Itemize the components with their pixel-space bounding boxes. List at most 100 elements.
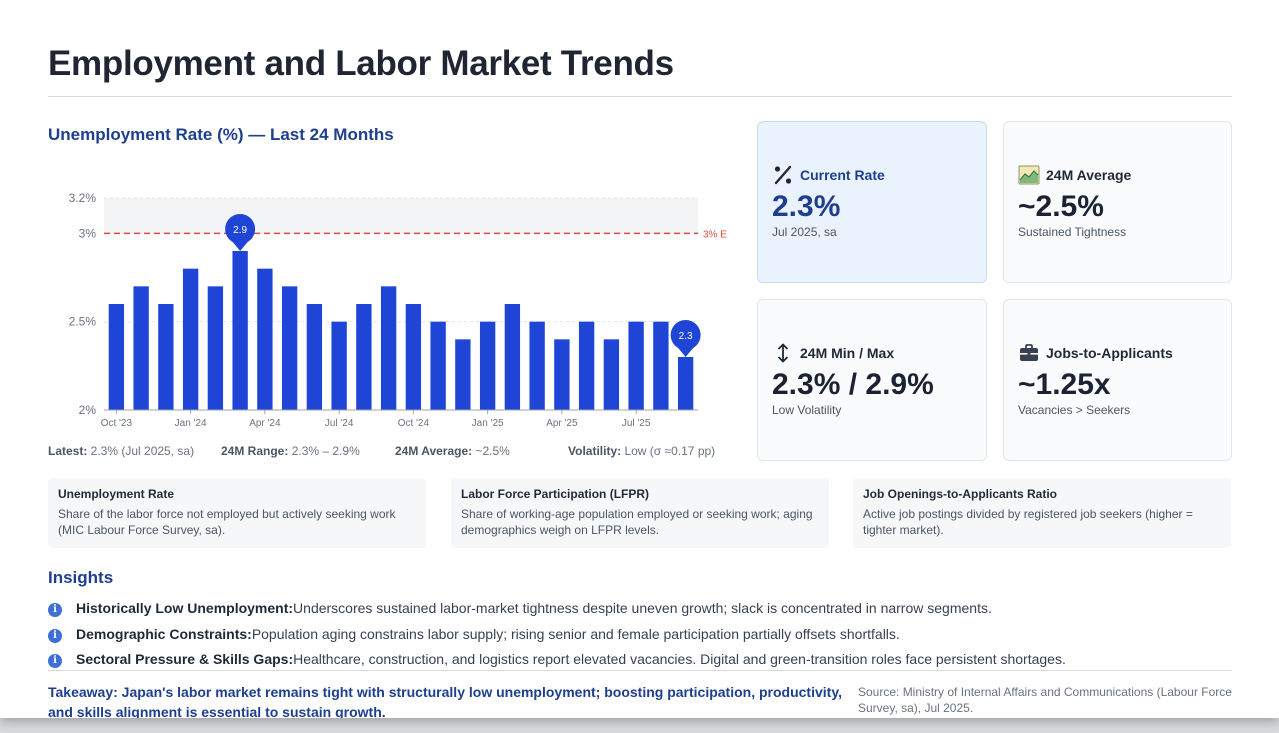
vertical-arrows-icon: [777, 343, 789, 363]
definition-text: Share of working-age population employed…: [461, 507, 813, 537]
bar: [504, 304, 521, 410]
stat-average-value: ~2.5%: [472, 444, 510, 458]
page-title: Employment and Labor Market Trends: [48, 44, 674, 83]
x-tick-label: Apr '25: [546, 418, 578, 429]
y-tick-label: 2.5%: [69, 315, 97, 329]
stat-range-key: 24M Range:: [221, 444, 289, 458]
info-icon: i: [48, 629, 62, 643]
reference-line-label: 3% E: [703, 229, 727, 240]
stat-range-value: 2.3% – 2.9%: [288, 444, 360, 458]
bar: [578, 321, 595, 410]
definition-title: Unemployment Rate: [58, 487, 175, 501]
insight-bold: Sectoral Pressure & Skills Gaps:: [76, 651, 294, 667]
stat-latest: Latest: 2.3% (Jul 2025, sa): [48, 444, 194, 458]
kpi-value: 2.3% / 2.9%: [772, 368, 934, 401]
marker-label: 2.9: [233, 225, 247, 236]
kpi-card-jobs-to-applicants: Jobs-to-Applicants ~1.25x Vacancies > Se…: [1003, 299, 1232, 461]
title-divider: [48, 96, 1232, 97]
report-page: Employment and Labor Market Trends Unemp…: [0, 0, 1279, 718]
bar: [257, 268, 273, 410]
marker-label: 2.3: [679, 331, 693, 342]
target-band: [104, 198, 698, 234]
kpi-label: 24M Min / Max: [800, 345, 895, 361]
insights-heading: Insights: [48, 568, 114, 587]
bar: [281, 286, 298, 410]
x-tick-label: Jul '24: [325, 418, 354, 429]
source-note: Source: Ministry of Internal Affairs and…: [858, 685, 1232, 715]
footer-divider: [48, 670, 1232, 671]
insight-text: Underscores sustained labor-market tight…: [293, 600, 992, 616]
stat-volatility: Volatility: Low (σ ≈0.17 pp): [568, 444, 715, 458]
bar: [207, 286, 224, 410]
kpi-subtext: Sustained Tightness: [1018, 225, 1127, 239]
bar: [356, 304, 372, 410]
definition-unemployment-rate: Unemployment Rate Share of the labor for…: [48, 478, 426, 548]
kpi-label: Jobs-to-Applicants: [1046, 345, 1173, 361]
bar: [232, 251, 248, 410]
x-tick-label: Jul '25: [622, 418, 651, 429]
definition-title: Labor Force Participation (LFPR): [461, 487, 650, 501]
x-tick-label: Oct '24: [398, 418, 430, 429]
briefcase-icon: [1020, 344, 1038, 361]
definition-text: Active job postings divided by registere…: [863, 507, 1193, 537]
stat-volatility-key: Volatility:: [568, 444, 622, 458]
bar: [405, 304, 422, 410]
x-tick-label: Oct '23: [101, 418, 133, 429]
definition-text: Share of the labor force not employed bu…: [58, 507, 396, 537]
kpi-value: ~1.25x: [1018, 368, 1111, 401]
stat-average-key: 24M Average:: [395, 444, 473, 458]
definition-job-openings-ratio: Job Openings-to-Applicants Ratio Active …: [853, 478, 1231, 548]
bar: [479, 321, 496, 410]
x-tick-label: Apr '24: [249, 418, 281, 429]
insight-bold: Historically Low Unemployment:: [76, 600, 294, 616]
bar: [653, 321, 669, 410]
bar: [306, 304, 323, 410]
stat-latest-key: Latest:: [48, 444, 88, 458]
bar: [331, 321, 347, 410]
bar: [430, 321, 446, 410]
y-tick-label: 2%: [79, 403, 97, 417]
insight-bold: Demographic Constraints:: [76, 626, 252, 642]
kpi-card-24m-average: 24M Average ~2.5% Sustained Tightness: [1003, 121, 1232, 283]
bar: [603, 339, 620, 410]
marker-pin: [225, 214, 256, 244]
stat-latest-value: 2.3% (Jul 2025, sa): [87, 444, 195, 458]
insight-text: Population aging constrains labor supply…: [251, 626, 900, 642]
kpi-value: ~2.5%: [1018, 190, 1104, 223]
marker-pin: [670, 320, 701, 350]
x-tick-label: Jan '25: [472, 418, 504, 429]
bar: [529, 321, 545, 410]
y-tick-label: 3%: [79, 226, 97, 240]
stat-average: 24M Average: ~2.5%: [395, 444, 510, 458]
kpi-label: Current Rate: [800, 167, 885, 183]
area-chart-icon: [1018, 165, 1040, 185]
bar: [158, 304, 174, 410]
bar: [108, 304, 125, 410]
chart-title: Unemployment Rate (%) — Last 24 Months: [48, 125, 394, 144]
unemployment-bar-chart: 2% 2.5% 3% 3.2% Oct '23 Jan '24 Apr '24 Jul '24…: [69, 191, 728, 429]
bar: [455, 339, 471, 410]
percent-icon: [774, 165, 792, 185]
kpi-value: 2.3%: [772, 190, 841, 223]
kpi-subtext: Jul 2025, sa: [772, 225, 837, 239]
info-icon: i: [48, 654, 62, 668]
kpi-label: 24M Average: [1046, 167, 1132, 183]
stat-range: 24M Range: 2.3% – 2.9%: [221, 444, 360, 458]
kpi-subtext: Low Volatility: [772, 403, 842, 417]
marker-pin-tail: [231, 241, 249, 251]
kpi-subtext: Vacancies > Seekers: [1018, 403, 1131, 417]
x-tick-label: Jan '24: [175, 418, 207, 429]
takeaway-text: Takeaway: Japan's labor market remains t…: [48, 684, 842, 718]
bar: [628, 321, 644, 410]
definition-lfpr: Labor Force Participation (LFPR) Share o…: [451, 478, 829, 548]
y-tick-label: 3.2%: [69, 191, 97, 205]
stat-volatility-value: Low (σ ≈0.17 pp): [621, 444, 716, 458]
info-icon: i: [48, 603, 62, 617]
definition-title: Job Openings-to-Applicants Ratio: [863, 487, 1057, 501]
kpi-card-min-max: 24M Min / Max 2.3% / 2.9% Low Volatility: [757, 299, 987, 461]
insight-text: Healthcare, construction, and logistics …: [293, 651, 1066, 667]
bar: [677, 357, 694, 410]
bar: [380, 286, 397, 410]
bar: [182, 268, 199, 410]
bar: [554, 339, 570, 410]
